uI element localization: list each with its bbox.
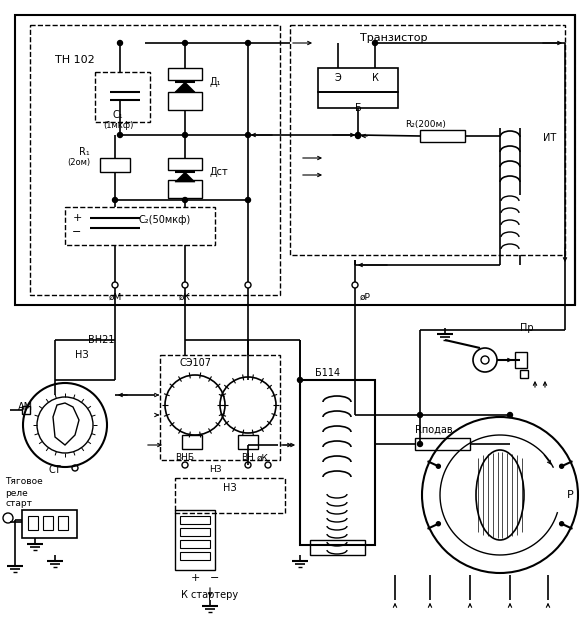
Text: C₂(50мкф): C₂(50мкф) [139,215,191,225]
Polygon shape [175,82,195,92]
Bar [160,355,280,460]
Text: øК: øК [179,293,191,301]
Bar [175,510,215,570]
Circle shape [298,378,302,383]
Bar [420,130,465,142]
Text: К: К [371,73,378,83]
Text: ИТ: ИТ [543,133,556,143]
Circle shape [436,522,441,526]
Bar [300,380,375,545]
Circle shape [373,40,377,45]
Bar [415,438,470,450]
Bar [520,370,528,378]
Bar [515,352,527,368]
Text: Р: Р [567,490,573,500]
Bar [310,540,365,555]
Text: СЭ107: СЭ107 [179,358,211,368]
Bar [180,552,210,560]
Bar [15,15,575,305]
Bar [168,68,202,80]
Bar [95,72,150,122]
Circle shape [436,464,441,468]
Text: Э: Э [335,73,342,83]
Bar [65,207,215,245]
Circle shape [183,40,188,45]
Circle shape [356,133,360,138]
Circle shape [246,133,250,138]
Text: ВНБ: ВНБ [176,453,194,463]
Text: НЗ: НЗ [209,466,221,474]
Bar [22,406,30,414]
Bar [318,68,398,92]
Text: СТ: СТ [49,465,61,475]
Text: Б: Б [355,103,362,113]
Text: К стартеру: К стартеру [181,590,239,600]
Circle shape [183,133,188,138]
Bar [168,92,202,110]
Bar [180,540,210,548]
Bar [182,435,202,449]
Bar [175,478,285,513]
Text: (2ом): (2ом) [67,159,90,167]
Bar [58,516,68,530]
Circle shape [356,133,360,138]
Text: старт: старт [5,500,32,508]
Text: −: − [73,227,82,237]
Text: Тяговое: Тяговое [5,477,43,487]
Polygon shape [175,172,195,182]
Bar [318,92,398,108]
Text: НЗ: НЗ [75,350,88,360]
Text: R₁: R₁ [79,147,90,157]
Circle shape [246,198,250,203]
Bar [30,25,280,295]
Circle shape [118,40,122,45]
Text: Rподав: Rподав [415,425,453,435]
Bar [180,528,210,536]
Circle shape [418,441,422,446]
Text: −: − [211,573,220,583]
Text: Дст: Дст [210,167,229,177]
Bar [290,25,565,255]
Bar [180,516,210,524]
Circle shape [508,412,512,417]
Circle shape [560,522,563,526]
Text: C₁: C₁ [113,110,123,120]
Bar [238,435,258,449]
Text: Пр: Пр [520,323,534,333]
Text: (1мкф): (1мкф) [103,120,133,130]
Text: реле: реле [5,489,27,497]
Circle shape [560,464,563,468]
Text: +: + [190,573,199,583]
Text: øМ: øМ [108,293,122,301]
Circle shape [246,40,250,45]
Text: ТН 102: ТН 102 [55,55,95,65]
Bar [168,158,202,170]
Bar [43,516,53,530]
Circle shape [183,198,188,203]
Text: НЗ: НЗ [223,483,237,493]
Text: ВН: ВН [242,453,254,463]
Text: øР: øР [360,293,371,301]
Text: øК: øК [257,453,269,463]
Circle shape [112,198,118,203]
Bar [100,158,130,172]
Circle shape [118,133,122,138]
Text: +: + [73,213,82,223]
Circle shape [418,412,422,417]
Text: Транзистор: Транзистор [360,33,428,43]
Bar [22,510,77,538]
Bar [168,180,202,198]
Bar [28,516,38,530]
Text: ВН21: ВН21 [88,335,115,345]
Text: АМ: АМ [18,402,33,412]
Text: R₂(200м): R₂(200м) [405,120,446,130]
Text: Д₁: Д₁ [210,77,222,87]
Text: Б114: Б114 [315,368,340,378]
